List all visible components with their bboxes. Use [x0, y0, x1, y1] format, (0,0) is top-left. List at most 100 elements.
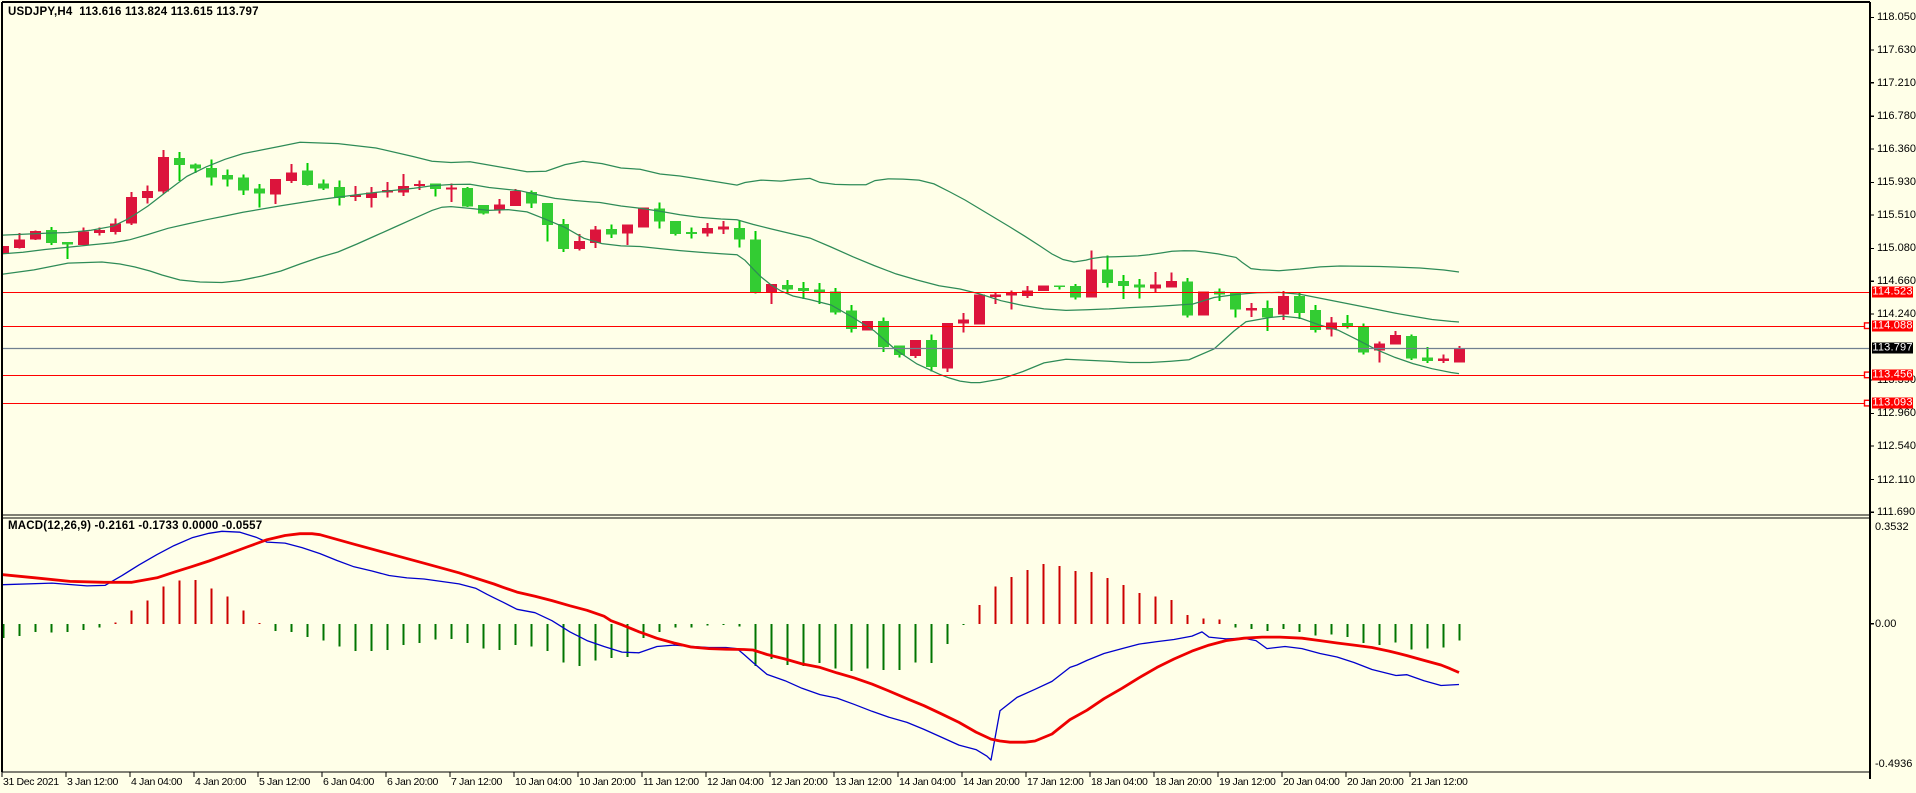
hline-price-tag[interactable]: 114.523: [1872, 285, 1913, 298]
candle-wick: [178, 151, 181, 182]
macd-histogram-bar: [1074, 571, 1077, 624]
candle: [1278, 291, 1289, 320]
candle-body: [14, 239, 25, 248]
macd-histogram-bar: [306, 624, 309, 638]
main-chart-panel[interactable]: [0, 141, 1870, 404]
macd-histogram-bar: [562, 624, 565, 663]
macd-histogram-bar: [738, 624, 741, 627]
candle-wick: [1378, 341, 1381, 363]
macd-panel[interactable]: [0, 530, 1461, 761]
bollinger-upper-band: [3, 141, 1460, 273]
candle: [542, 203, 553, 242]
macd-histogram-bar: [1138, 592, 1141, 624]
macd-histogram-bar: [626, 624, 629, 657]
candle: [1438, 354, 1449, 363]
hline-price-tag[interactable]: 114.088: [1872, 319, 1913, 332]
candle-body: [1230, 293, 1241, 310]
candle-body: [1438, 358, 1449, 362]
candle: [510, 188, 521, 207]
macd-histogram-bar: [1346, 624, 1349, 638]
macd-histogram-bar: [66, 624, 69, 632]
macd-histogram-bar: [178, 580, 181, 624]
time-axis-label: 14 Jan 04:00: [899, 776, 956, 788]
candle-body: [638, 207, 649, 228]
candle: [1358, 323, 1369, 355]
candle-body: [558, 224, 569, 249]
current-price-tag[interactable]: 113.797: [1872, 341, 1913, 354]
candle-body: [926, 339, 937, 367]
candle: [46, 227, 57, 245]
candle: [750, 230, 761, 294]
macd-histogram-bar: [466, 624, 469, 643]
candle-wick: [626, 224, 629, 245]
candle: [334, 180, 345, 206]
hline-price-tag[interactable]: 113.093: [1872, 396, 1913, 409]
macd-histogram-bar: [1298, 624, 1301, 632]
candle-body: [846, 310, 857, 329]
candle-body: [814, 289, 825, 293]
macd-histogram-bar: [1394, 624, 1397, 643]
macd-histogram-bar: [866, 624, 869, 669]
macd-histogram-bar: [498, 624, 501, 650]
candle: [670, 220, 681, 236]
price-axis-label: 118.050: [1877, 11, 1916, 24]
candle-body: [1358, 325, 1369, 353]
macd-histogram-bar: [242, 610, 245, 624]
candle-wick: [354, 185, 357, 201]
macd-histogram-bar: [914, 624, 917, 663]
candle-body: [1150, 284, 1161, 289]
macd-histogram-bar: [274, 624, 277, 632]
macd-histogram-bar: [114, 622, 117, 624]
candle-body: [190, 164, 201, 169]
time-axis-label: 20 Jan 04:00: [1283, 776, 1340, 788]
candle: [1150, 271, 1161, 293]
candle: [1310, 305, 1321, 333]
candle: [366, 187, 377, 208]
candle-body: [254, 188, 265, 194]
macd-indicator-title: MACD(12,26,9) -0.2161 -0.1733 0.0000 -0.…: [8, 520, 263, 532]
candle-wick: [1058, 285, 1061, 290]
candle: [734, 220, 745, 248]
candle: [830, 287, 841, 315]
candle: [190, 163, 201, 173]
price-axis-label: 112.960: [1877, 407, 1916, 420]
macd-histogram-bar: [450, 624, 453, 639]
candle: [654, 202, 665, 229]
macd-histogram-bar: [722, 624, 725, 625]
candle-body: [1054, 285, 1065, 287]
macd-histogram-bar: [546, 624, 549, 652]
candle-body: [1022, 290, 1033, 297]
candle-wick: [1346, 315, 1349, 329]
candle: [718, 220, 729, 235]
candle: [414, 180, 425, 191]
macd-histogram-bar: [530, 624, 533, 647]
candle-body: [62, 242, 73, 245]
macd-histogram-bar: [578, 624, 581, 666]
candle-wick: [1426, 347, 1429, 364]
candle: [878, 317, 889, 352]
macd-histogram-bar: [1010, 577, 1013, 624]
candle-body: [942, 323, 953, 369]
candle: [574, 234, 585, 251]
macd-histogram-bar: [882, 624, 885, 671]
macd-histogram-bar: [1090, 572, 1093, 624]
hline-price-tag[interactable]: 113.456: [1872, 368, 1913, 381]
macd-axis-label: 0.3532: [1875, 520, 1909, 533]
candle-body: [1102, 269, 1113, 284]
candle-body: [670, 220, 681, 235]
price-axis-label: 114.660: [1877, 275, 1916, 288]
candle: [942, 323, 953, 372]
candle-body: [894, 345, 905, 355]
candle-body: [446, 187, 457, 190]
macd-histogram-bar: [418, 624, 421, 643]
candle-body: [158, 157, 169, 192]
macd-histogram-bar: [146, 600, 149, 624]
time-axis-label: 7 Jan 12:00: [451, 776, 503, 788]
macd-histogram-bar: [786, 624, 789, 665]
candle: [798, 281, 809, 299]
candle-body: [1342, 322, 1353, 326]
candle: [1054, 285, 1065, 290]
macd-main-line: [3, 530, 1460, 761]
candle-body: [622, 224, 633, 234]
